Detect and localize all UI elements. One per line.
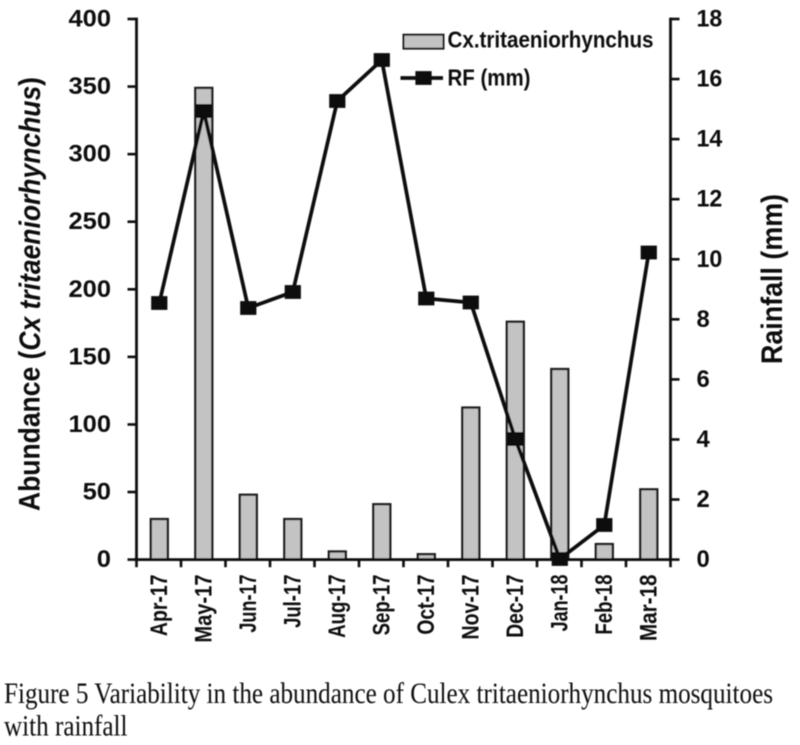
svg-text:350: 350 xyxy=(69,73,112,100)
svg-text:Feb-18: Feb-18 xyxy=(591,575,618,635)
svg-text:10: 10 xyxy=(697,246,723,273)
svg-text:Mar-18: Mar-18 xyxy=(635,575,662,642)
svg-text:200: 200 xyxy=(69,276,112,303)
svg-text:6: 6 xyxy=(697,366,710,393)
svg-text:Aug-17: Aug-17 xyxy=(324,575,351,638)
svg-text:12: 12 xyxy=(697,186,723,213)
svg-text:Jul-17: Jul-17 xyxy=(279,575,306,628)
svg-text:4: 4 xyxy=(697,426,711,453)
svg-text:Jun-17: Jun-17 xyxy=(235,575,262,633)
svg-text:Rainfall (mm): Rainfall (mm) xyxy=(756,194,789,364)
svg-text:Sep-17: Sep-17 xyxy=(368,575,395,636)
svg-text:Nov-17: Nov-17 xyxy=(457,575,484,640)
svg-text:RF (mm): RF (mm) xyxy=(448,65,531,91)
svg-text:Cx.tritaeniorhynchus: Cx.tritaeniorhynchus xyxy=(448,27,654,53)
svg-text:Abundance (Cx tritaeniorhynchu: Abundance (Cx tritaeniorhynchus) xyxy=(14,77,47,511)
svg-text:2: 2 xyxy=(697,486,710,513)
svg-text:18: 18 xyxy=(697,6,723,33)
svg-text:0: 0 xyxy=(697,546,710,573)
svg-text:May-17: May-17 xyxy=(190,575,217,643)
svg-text:with rainfall: with rainfall xyxy=(4,711,128,743)
svg-text:400: 400 xyxy=(69,6,112,33)
svg-text:50: 50 xyxy=(83,479,111,506)
svg-text:100: 100 xyxy=(69,411,112,438)
svg-text:14: 14 xyxy=(697,126,724,153)
svg-text:8: 8 xyxy=(697,306,710,333)
svg-text:0: 0 xyxy=(97,546,111,573)
svg-text:16: 16 xyxy=(697,66,723,93)
svg-text:Apr-17: Apr-17 xyxy=(146,575,173,637)
svg-text:250: 250 xyxy=(69,208,112,235)
svg-text:Jan-18: Jan-18 xyxy=(546,575,573,632)
svg-text:300: 300 xyxy=(69,141,112,168)
svg-text:150: 150 xyxy=(69,343,112,370)
svg-text:Figure 5 Variability in the ab: Figure 5 Variability in the abundance of… xyxy=(4,678,773,710)
svg-text:Oct-17: Oct-17 xyxy=(413,575,440,635)
svg-text:Dec-17: Dec-17 xyxy=(502,575,529,638)
